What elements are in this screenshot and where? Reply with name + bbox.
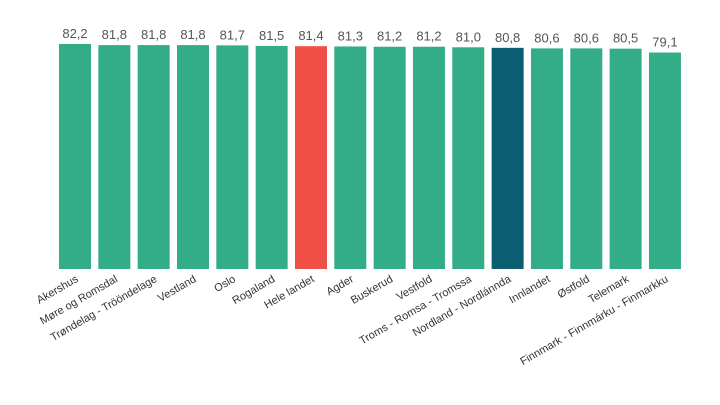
- value-label-6: 81,5: [259, 28, 284, 43]
- bar-4: [176, 45, 209, 270]
- bar-7: [294, 46, 327, 269]
- bar-8: [334, 46, 367, 270]
- bar-5: [216, 45, 249, 270]
- category-label-4: Vestland: [156, 273, 199, 304]
- value-label-9: 81,2: [377, 29, 402, 44]
- value-label-8: 81,3: [338, 28, 363, 43]
- value-label-2: 81,8: [102, 27, 127, 42]
- value-label-12: 80,8: [495, 30, 520, 45]
- value-label-13: 80,6: [534, 30, 559, 45]
- value-label-5: 81,7: [220, 27, 245, 42]
- value-label-7: 81,4: [298, 28, 323, 43]
- bar-11: [452, 47, 485, 269]
- bars-layer: [59, 44, 681, 270]
- category-label-13: Innlandet: [507, 273, 552, 306]
- value-label-11: 81,0: [456, 29, 481, 44]
- bar-10: [412, 46, 445, 269]
- bar-15: [609, 48, 642, 270]
- bar-1: [59, 44, 91, 269]
- category-label-9: Buskerud: [349, 273, 395, 307]
- value-label-3: 81,8: [141, 27, 166, 42]
- value-label-14: 80,6: [574, 30, 599, 45]
- bar-9: [373, 46, 406, 269]
- bar-16: [648, 52, 681, 269]
- bar-6: [255, 45, 288, 269]
- value-label-15: 80,5: [613, 31, 638, 46]
- bar-2: [98, 45, 131, 270]
- value-label-4: 81,8: [180, 27, 205, 42]
- value-label-1: 82,2: [62, 26, 87, 41]
- category-label-5: Oslo: [212, 273, 238, 295]
- bar-13: [530, 48, 563, 269]
- value-labels-layer: 82,2 81,8 81,8 81,8 81,7 81,5 81,4 81,3 81,2 81,2…: [62, 26, 677, 49]
- bar-12: [491, 47, 524, 269]
- value-label-16: 79,1: [652, 34, 677, 49]
- value-label-10: 81,2: [416, 29, 441, 44]
- bar-3: [137, 45, 170, 270]
- bar-14: [570, 48, 603, 269]
